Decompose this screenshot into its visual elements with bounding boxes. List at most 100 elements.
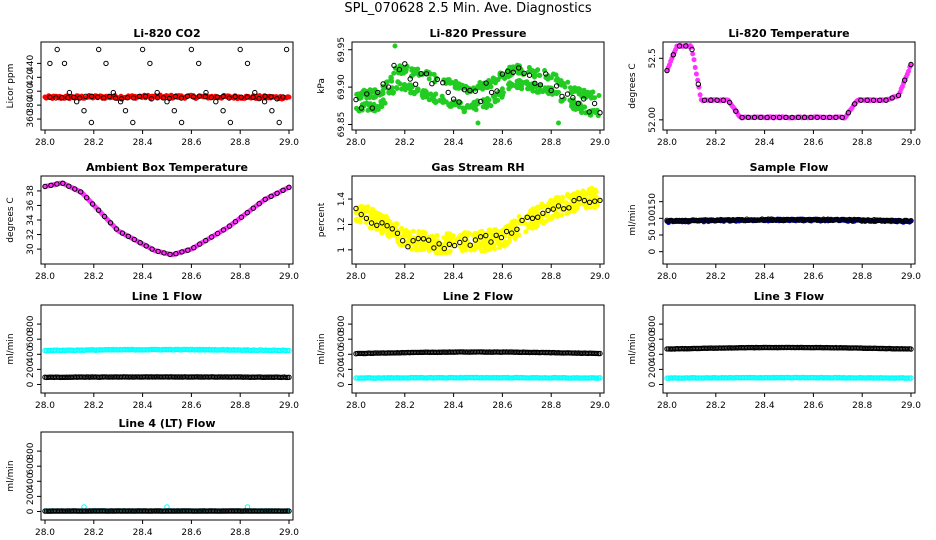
data-point [905,68,911,74]
data-point [232,219,239,225]
data-point [457,239,463,246]
data-point [226,223,233,229]
data-point [274,190,280,197]
data-point [124,95,131,101]
x-tick-label: 28.6 [803,138,823,148]
data-point [214,230,221,237]
data-point [395,79,401,85]
data-point [412,70,418,76]
panel-title: Line 2 Flow [443,290,513,303]
data-point [202,94,209,100]
data-point [380,228,386,234]
y-tick-label: 32 [26,229,36,240]
data-point [431,245,437,251]
data-point [184,93,191,99]
x-tick-label: 29.0 [590,138,610,148]
data-point [482,248,488,254]
data-point [262,196,268,203]
data-point [238,214,245,220]
data-point [378,217,384,223]
data-point [65,95,71,101]
page-title: SPL_070628 2.5 Min. Ave. Diagnostics [344,1,592,16]
data-point [586,109,592,115]
y-axis-label: ml/min [6,333,16,364]
data-point [467,103,473,109]
data-point [53,95,59,101]
data-point [535,214,541,220]
data-point [858,97,864,103]
x-tick-label: 28.4 [133,138,153,148]
x-tick-label: 28.4 [133,272,153,282]
panel-title: Li-820 CO2 [133,27,200,40]
data-point [378,102,384,108]
data-point [435,250,441,256]
plot-frame [40,304,294,394]
data-point [147,60,153,67]
data-point [423,71,430,77]
data-point [566,205,572,211]
y-tick-label: 600 [337,330,347,347]
data-point [570,94,576,101]
data-point [548,87,554,94]
y-tick-label: 200 [26,361,36,378]
plot-frame [40,431,294,521]
data-point [389,78,395,84]
panel-title: Line 1 Flow [132,290,202,303]
data-point [391,62,397,69]
data-point [596,93,602,99]
data-point [462,236,468,242]
data-point [550,199,556,205]
data-point [720,97,726,103]
data-point [572,85,578,91]
data-point [539,219,545,225]
data-point [410,238,416,244]
y-axis-label: kPa [317,78,327,94]
data-point [530,206,536,212]
data-point [61,60,68,67]
data-point [582,104,588,110]
data-point [529,68,535,74]
x-tick-label: 28.8 [230,138,250,148]
data-point [902,77,908,83]
data-point [564,211,570,217]
data-point [407,233,413,239]
data-point [402,61,408,67]
data-point [827,114,833,121]
data-point [47,60,53,67]
data-point [420,88,426,94]
data-point [368,225,374,231]
y-tick-label: 0 [648,249,658,255]
x-tick-label: 28.0 [35,528,55,538]
data-point [520,80,526,86]
data-point [434,76,440,83]
panel-rh: Gas Stream RH 28.0 28.2 28.4 28.6 28.8 29.0 1 1.… [317,161,610,282]
data-point [250,94,256,101]
data-point [908,346,914,352]
data-point [532,72,538,78]
data-point [208,234,215,240]
data-point [483,80,489,86]
data-point [597,375,603,381]
data-point [420,236,427,242]
data-point [110,89,117,96]
data-point [516,214,522,220]
x-tick-label: 28.6 [492,401,512,411]
data-point [543,75,549,81]
data-point [78,189,84,195]
data-point [472,242,478,248]
data-point [122,108,129,114]
data-point [47,94,53,101]
data-point [571,191,577,197]
data-point [460,105,466,111]
data-point [436,241,442,247]
data-point [171,108,178,114]
data-point [385,233,391,239]
data-point [532,80,538,87]
panel-line2: Line 2 Flow 28.0 28.2 28.4 28.6 28.8 29.0 0 2004… [317,290,610,411]
data-point [139,46,146,53]
data-point [358,211,364,218]
plot-frame [40,41,294,131]
data-point [250,205,257,211]
y-tick-label: 52.5 [648,48,658,68]
data-point [370,212,376,218]
